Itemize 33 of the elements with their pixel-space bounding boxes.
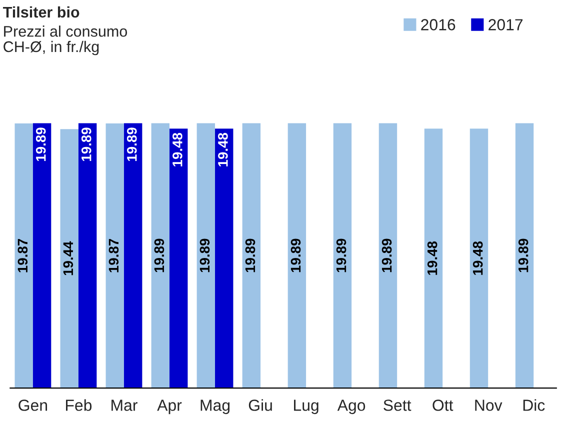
chart-subtitle: Prezzi al consumo CH-Ø, in fr./kg	[4, 26, 128, 56]
data-label: 19.89	[36, 128, 46, 161]
data-label: 19.89	[200, 238, 210, 272]
legend-label: 2016	[421, 19, 456, 30]
legend-label: 2017	[488, 19, 523, 30]
x-tick-label: Mar	[112, 400, 138, 411]
data-label: 19.89	[336, 238, 346, 272]
data-label: 19.89	[126, 128, 137, 161]
data-label: 19.87	[18, 238, 28, 272]
x-tick-label: Dic	[523, 399, 545, 411]
x-tick-label: Lug	[294, 400, 318, 414]
data-label: 19.44	[63, 241, 74, 276]
data-label: 19.48	[218, 132, 228, 166]
data-label: 19.89	[290, 238, 301, 272]
data-label: 19.87	[108, 238, 119, 272]
chart-title: Tilsiter bio	[3, 6, 80, 18]
x-tick-label: Apr	[157, 400, 182, 414]
x-tick-label: Nov	[475, 400, 502, 411]
x-tick-label: Mag	[200, 400, 230, 414]
data-label: 19.89	[518, 238, 528, 272]
data-label: 19.48	[427, 241, 438, 275]
data-label: 19.48	[472, 241, 483, 275]
data-label: 19.89	[382, 238, 392, 272]
data-label: 19.89	[154, 238, 164, 272]
x-tick-label: Giu	[248, 399, 272, 411]
x-tick-label: Ott	[432, 400, 454, 411]
data-label: 19.48	[172, 132, 182, 166]
data-label: 19.89	[81, 128, 92, 161]
x-tick-label: Ago	[337, 400, 366, 414]
x-tick-label: Gen	[18, 400, 48, 411]
x-tick-label: Feb	[66, 399, 92, 411]
data-label: 19.89	[245, 238, 256, 272]
x-tick-label: Sett	[384, 400, 412, 411]
